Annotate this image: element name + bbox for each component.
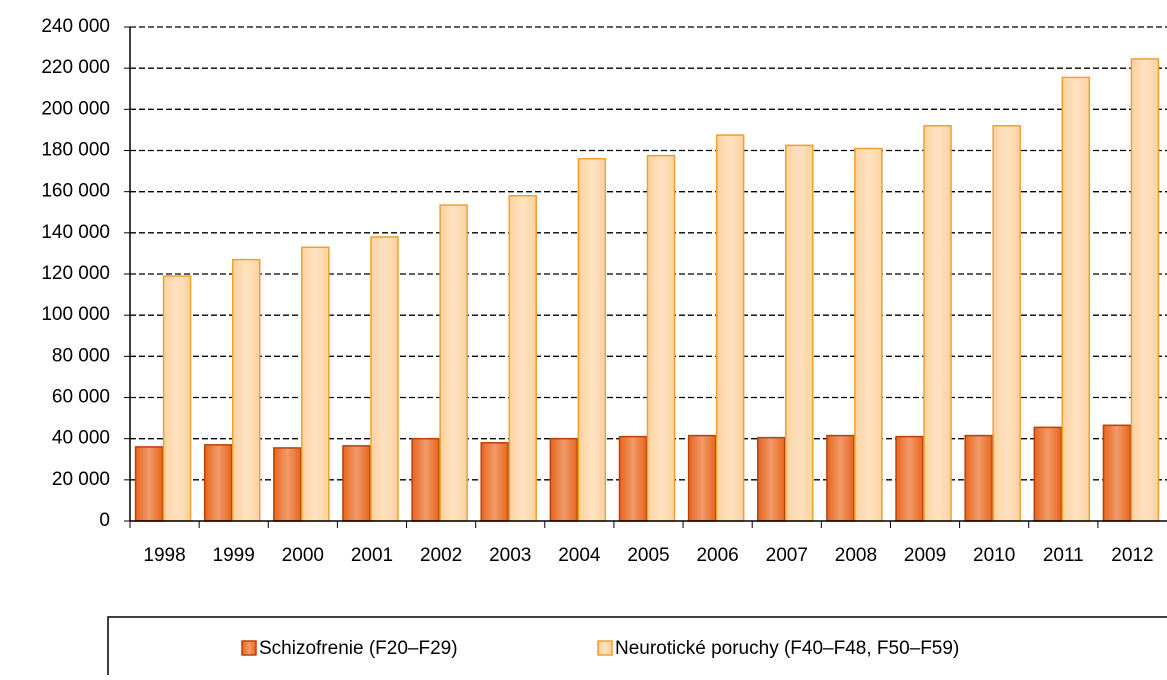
bar <box>854 147 883 522</box>
bar <box>411 437 440 522</box>
x-tick-label: 2011 <box>1043 545 1084 566</box>
y-tick-label: 160 000 <box>41 181 110 202</box>
bar <box>1102 424 1132 522</box>
y-tick-label: 120 000 <box>41 263 110 284</box>
x-tick-label: 1999 <box>213 545 255 566</box>
bar <box>687 434 717 522</box>
bar <box>577 157 607 522</box>
bar <box>370 236 399 522</box>
bar <box>439 204 468 522</box>
x-tick-label: 2003 <box>489 545 531 566</box>
y-tick-label: 40 000 <box>52 428 110 449</box>
x-tick-label: 2008 <box>835 545 877 566</box>
bar <box>1130 58 1160 522</box>
bar <box>826 434 855 522</box>
bar <box>134 446 164 522</box>
bar <box>549 437 579 522</box>
x-tick-label: 1998 <box>143 545 185 566</box>
bar <box>162 275 192 522</box>
bar <box>1061 76 1091 522</box>
x-tick-label: 2007 <box>766 545 808 566</box>
x-tick-label: 2001 <box>351 545 393 566</box>
y-tick-label: 220 000 <box>41 57 110 78</box>
x-tick-label: 2004 <box>558 545 601 566</box>
bar <box>273 447 302 522</box>
bar <box>895 435 924 522</box>
x-tick-label: 2005 <box>627 545 669 566</box>
bar <box>992 125 1021 522</box>
x-tick-label: 2009 <box>904 545 946 566</box>
bar <box>757 436 786 522</box>
bar <box>785 144 814 522</box>
bar <box>646 154 676 522</box>
x-tick-label: 2012 <box>1111 545 1153 566</box>
bar <box>231 258 261 522</box>
x-tick-label: 2006 <box>696 545 738 566</box>
bar <box>480 442 509 522</box>
bar <box>1033 426 1063 522</box>
legend-box <box>107 616 1167 680</box>
y-tick-label: 20 000 <box>52 469 110 490</box>
y-tick-label: 140 000 <box>41 222 110 243</box>
x-tick-label: 2002 <box>420 545 462 566</box>
y-tick-label: 180 000 <box>41 140 110 161</box>
y-tick-label: 240 000 <box>41 16 110 37</box>
bar <box>964 434 993 522</box>
x-tick-label: 2010 <box>973 545 1015 566</box>
y-tick-label: 0 <box>99 510 110 531</box>
legend-label: Schizofrenie (F20–F29) <box>259 638 458 659</box>
y-tick-label: 80 000 <box>52 345 110 366</box>
bar <box>203 444 233 522</box>
bar <box>618 435 648 522</box>
y-tick-label: 60 000 <box>52 387 110 408</box>
bar <box>715 134 745 522</box>
bar <box>342 445 371 522</box>
bar <box>923 125 952 522</box>
bar <box>508 195 537 522</box>
y-tick-label: 100 000 <box>41 304 110 325</box>
legend-swatch <box>597 640 613 656</box>
y-tick-label: 200 000 <box>41 98 110 119</box>
legend-swatch <box>241 640 257 656</box>
x-tick-label: 2000 <box>282 545 324 566</box>
bar <box>301 246 330 522</box>
legend-label: Neurotické poruchy (F40–F48, F50–F59) <box>615 638 959 659</box>
